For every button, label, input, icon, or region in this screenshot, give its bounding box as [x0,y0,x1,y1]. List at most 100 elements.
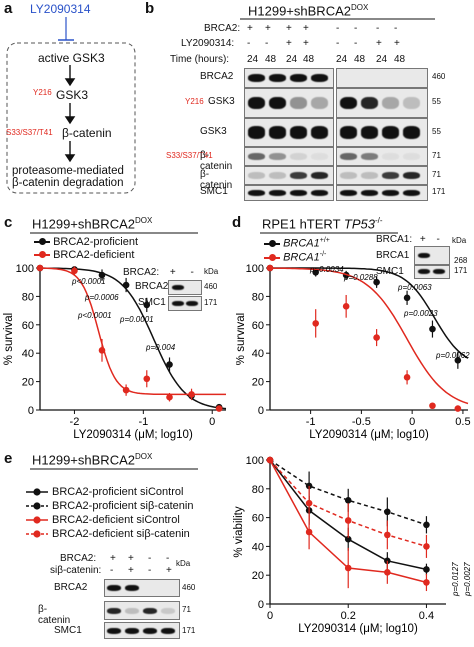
b-kda-5: 171 [432,187,446,196]
y-tick-label: 100 [246,455,264,467]
c-inset-smc1: SMC1 [138,297,166,308]
y-axis-label: % survival [236,313,247,365]
b-blot-0-right [336,68,428,88]
b-brca2_signs-4: - [336,23,340,34]
panel-c-title: H1299+shBRCA2DOX [32,216,153,232]
panel-d-chart: 0 20 40 60 80 100 -1 -0.5 0 0.5 LY2090314 (μM; log… [236,263,471,441]
c-inset-brca2: BRCA2 [135,281,169,292]
b-band-2-6 [382,126,399,139]
e-blot-label-0: BRCA2 [54,582,88,593]
b-band-1-4 [340,96,357,110]
e-brca2-sign-0: + [110,553,116,564]
x-tick-label: 0.4 [419,610,434,622]
data-point [423,543,430,550]
panel-b-title: H1299+shBRCA2DOX [248,3,369,19]
c-inset-blot-brca2 [168,280,202,295]
c-legend-proficient: BRCA2-proficient [34,236,138,248]
b-kda-0: 460 [432,72,446,81]
y-tick-label: 100 [16,263,34,275]
x-tick-label: -1 [306,416,316,428]
b-ly_signs-6: + [376,38,382,49]
data-point [429,325,436,333]
b-row-brca2: BRCA2: [204,23,241,34]
b-row-ly: LY2090314: [181,38,235,49]
e-legend-text-2: BRCA2-deficient siControl [52,514,180,526]
b-blot-2-left [244,118,334,147]
e-si-sign-0: - [110,565,114,576]
e-legend-0: BRCA2-proficient siControl [26,486,183,498]
panel-a-diagram [6,17,136,194]
data-point [454,357,462,364]
b-blot-5-left [244,185,334,201]
b-kda-1: 55 [432,97,441,106]
e-band-1-0 [107,607,121,614]
c-inset-kda: kDa [204,267,219,276]
x-tick-label: 0.2 [341,610,356,622]
x-tick-label: -0.5 [352,416,371,428]
b-band-3-0 [248,152,265,161]
y-tick-label: 100 [246,263,264,275]
panel-a-inhibitor: LY2090314 [30,2,91,16]
node-degradation: β-catenin degradation [12,177,124,189]
b-band-3-6 [382,152,399,161]
e-legend-text-1: BRCA2-proficient siβ-catenin [52,500,194,512]
x-axis-label: LY2090314 (μM; log10) [73,429,193,441]
data-point [344,497,352,504]
b-band-3-7 [403,152,420,161]
b-band-2-2 [290,126,307,139]
panel-d-title: RPE1 hTERT TP53-/- [262,216,383,232]
b-blot-3-right [336,147,428,166]
e-row-brca2: BRCA2: [60,553,97,564]
b-band-0-2 [290,73,307,83]
data-point [342,303,350,310]
panel-d-label: d [232,214,242,231]
d-inset-kda: kDa [452,236,467,245]
b-band-5-7 [403,189,420,197]
data-point [384,531,391,539]
b-times-1: 48 [265,54,277,65]
data-point [266,456,274,464]
d-inset-blot-smc1 [414,265,450,279]
d-inset-kda-268: 268 [454,256,468,265]
b-brca2_signs-2: + [286,23,292,34]
y-tick-label: 80 [252,291,264,303]
node-gsk3: GSK3 [56,88,89,102]
data-point [122,281,130,289]
y-tick-label: 20 [252,570,264,582]
b-band-2-1 [269,126,286,139]
panel-c-chart: 0 20 40 60 80 100 -2 -1 0 LY2090314 (μM; log10) % … [3,263,227,441]
b-brca2_signs-3: + [303,23,309,34]
b-band-1-7 [403,96,420,110]
data-point [344,535,352,543]
x-tick-label: -1 [138,416,148,428]
data-point [166,361,173,368]
panel-e-label: e [4,450,13,467]
y-tick-label: 80 [22,291,34,303]
e-kda-2: 171 [182,626,196,635]
b-blot-1-left [244,88,334,118]
b-band-5-3 [311,189,328,197]
c-legend-deficient: BRCA2-deficient [34,249,134,261]
b-times-3: 48 [303,54,315,65]
b-band-4-7 [403,171,420,180]
data-point [305,482,313,490]
node-proteasome: proteasome-mediated [12,165,124,177]
data-point [373,334,380,341]
data-point [454,405,462,412]
b-row-time: Time (hours): [170,54,230,65]
b-band-1-3 [311,96,328,110]
b-band-1-5 [361,96,378,110]
p-value: p=0.0062 [435,351,470,360]
data-point [98,271,106,279]
b-band-4-0 [248,171,265,180]
b-blot-label-1: GSK3 [208,96,235,107]
b-band-0-1 [269,73,286,83]
b-blot-mod-1: Y216 [185,97,204,106]
data-point [143,375,151,383]
data-point [305,499,313,507]
e-legend-text-0: BRCA2-proficient siControl [52,486,184,498]
b-band-5-4 [340,189,357,197]
p-value: p=0.0027 [463,562,472,597]
b-band-1-2 [290,96,307,110]
